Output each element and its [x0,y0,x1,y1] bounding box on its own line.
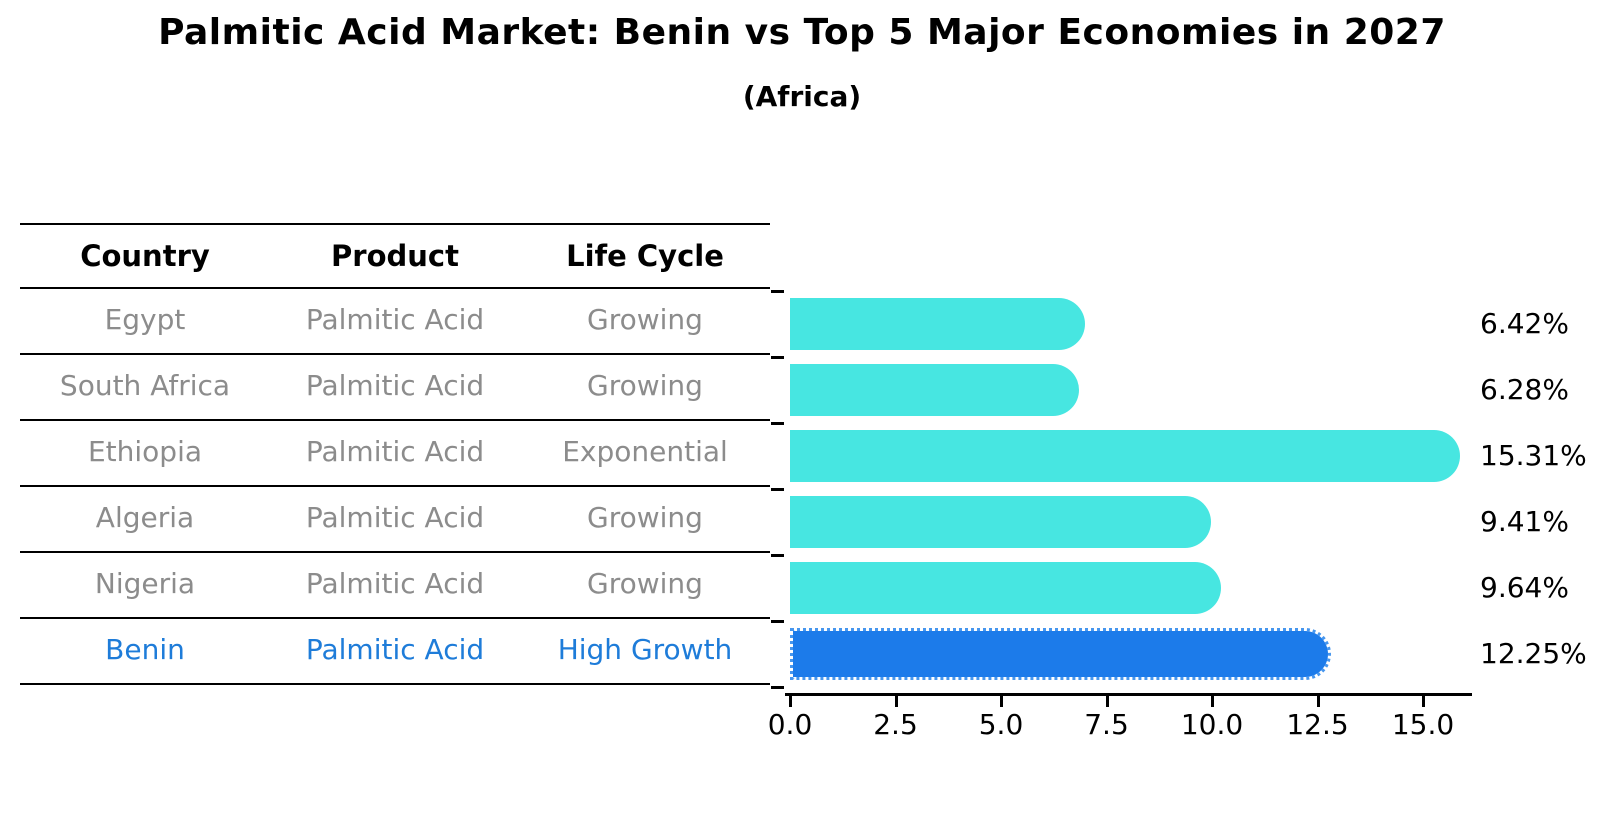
table-header-product: Product [331,239,459,273]
bar [790,496,1212,548]
country-table: Country Product Life Cycle Egypt Palmitic… [20,223,770,685]
table-row: Ethiopia Palmitic Acid Exponential [20,421,770,487]
bar-value-label: 15.31% [1480,439,1587,472]
table-cell-country: Ethiopia [87,435,203,468]
chart-subtitle: (Africa) [742,80,862,113]
table-cell-country: Nigeria [94,567,196,600]
bar-value-label: 12.25% [1480,637,1587,670]
x-axis-tick [1211,696,1214,707]
x-axis-tick [1422,696,1425,707]
bar [790,430,1461,482]
table-row: Egypt Palmitic Acid Growing [20,289,770,355]
bar-value-label: 9.64% [1480,571,1569,604]
y-axis-tick [771,356,784,359]
table-cell-life-cycle: Growing [587,501,703,534]
table-cell-life-cycle: Growing [587,567,703,600]
bar [790,298,1085,350]
x-axis-line [785,693,1472,696]
table-cell-country: Algeria [95,501,195,534]
table-cell-product: Palmitic Acid [305,567,485,600]
bar-benin-highlight [790,628,1331,680]
table-row: Nigeria Palmitic Acid Growing [20,553,770,619]
x-axis-tick [1316,696,1320,707]
table-cell-life-cycle: Growing [587,303,703,336]
table-row: South Africa Palmitic Acid Growing [20,355,770,421]
bar [790,364,1080,416]
table-cell-country: Benin [105,633,185,666]
y-axis-tick [771,554,784,557]
y-axis-tick [771,422,784,425]
x-axis-tick-label: 7.5 [1084,708,1129,741]
chart-title: Palmitic Acid Market: Benin vs Top 5 Maj… [158,12,1446,53]
x-axis-tick [789,696,792,707]
bar [790,562,1221,614]
table-cell-life-cycle: Exponential [562,435,728,468]
table-header-life-cycle: Life Cycle [566,239,724,273]
y-axis-tick [771,686,784,689]
bar-value-label: 6.42% [1480,307,1569,340]
table-header-row: Country Product Life Cycle [20,223,770,289]
table-cell-life-cycle: High Growth [557,633,733,666]
x-axis-tick [1105,696,1109,707]
table-row: Algeria Palmitic Acid Growing [20,487,770,553]
table-cell-product: Palmitic Acid [305,633,485,666]
y-axis-tick [771,488,784,491]
x-axis-tick-label: 5.0 [978,708,1024,741]
x-axis-tick-label: 10.0 [1180,708,1244,741]
table-header-country: Country [80,239,210,273]
bar-value-label: 6.28% [1480,373,1569,406]
x-axis-tick-label: 2.5 [873,708,918,741]
table-cell-country: South Africa [59,369,231,402]
table-cell-product: Palmitic Acid [305,501,485,534]
x-axis-tick [894,696,898,707]
y-axis-tick [771,620,784,623]
y-axis-tick [771,290,784,293]
x-axis-tick-label: 12.5 [1286,708,1349,741]
x-axis-tick [1000,696,1003,707]
table-cell-product: Palmitic Acid [305,369,485,402]
x-axis-tick-label: 15.0 [1391,708,1455,741]
bar-value-label: 9.41% [1480,505,1569,538]
table-cell-country: Egypt [104,303,186,336]
table-body: Egypt Palmitic Acid Growing South Africa Pal… [20,289,770,685]
table-cell-product: Palmitic Acid [305,303,485,336]
table-cell-product: Palmitic Acid [305,435,485,468]
table-row: Benin Palmitic Acid High Growth [20,619,770,685]
table-cell-life-cycle: Growing [587,369,703,402]
x-axis-tick-label: 0.0 [767,708,813,741]
